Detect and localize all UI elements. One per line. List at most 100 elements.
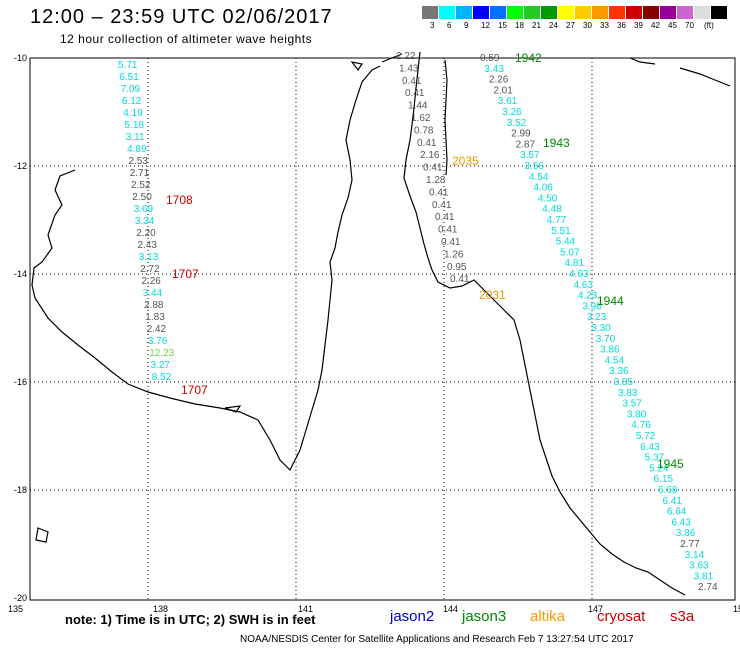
west-track-value: 3.27 <box>151 360 171 371</box>
legend-swatch <box>524 6 541 19</box>
lat-label: -12 <box>14 161 27 171</box>
west-track-value: 12.23 <box>149 348 174 359</box>
lat-label: -18 <box>14 485 27 495</box>
west-track-value: 3.44 <box>143 288 163 299</box>
west-track-value: 8.52 <box>152 372 172 383</box>
legend-swatch <box>592 6 609 19</box>
legend-swatch <box>558 6 575 19</box>
central-track-value: 0.41 <box>450 274 470 285</box>
graticule <box>30 57 735 600</box>
legend-swatch <box>626 6 643 19</box>
lat-label: -16 <box>14 377 27 387</box>
lon-label: 147 <box>588 604 603 614</box>
west-track-value: 2.43 <box>138 240 158 251</box>
east-track-value: 3.61 <box>498 96 518 107</box>
east-track-value: 3.57 <box>622 399 642 410</box>
legend-swatch <box>541 6 558 19</box>
west-track-value: 7.09 <box>121 84 141 95</box>
west-track-value: 2.42 <box>147 324 167 335</box>
west-track-value: 5.18 <box>125 120 145 131</box>
west-track-value: 2.53 <box>128 156 148 167</box>
east-track-value: 3.43 <box>484 64 504 75</box>
time-label: 1945 <box>657 457 684 471</box>
color-legend <box>422 6 728 19</box>
lat-label: -14 <box>14 269 27 279</box>
time-label: 2031 <box>479 288 506 302</box>
east-track-value: 4.48 <box>542 204 562 215</box>
east-track-value: 3.14 <box>685 550 705 561</box>
legend-label: 33 <box>600 21 609 30</box>
west-track-value: 6.51 <box>119 72 139 83</box>
lon-label: 138 <box>153 604 168 614</box>
legend-label: 36 <box>617 21 626 30</box>
west-track-value: 4.19 <box>123 108 143 119</box>
legend-label: 27 <box>566 21 575 30</box>
central-track-value: 0.41 <box>441 237 461 248</box>
west-track-value: 2.26 <box>141 276 161 287</box>
west-track-value: 4.89 <box>127 144 147 155</box>
lon-label: 135 <box>8 604 23 614</box>
legend-label: 42 <box>651 21 660 30</box>
legend-label: 30 <box>583 21 592 30</box>
east-track-value: 5.44 <box>556 237 576 248</box>
east-track-value: 4.76 <box>631 420 651 431</box>
time-label: 1942 <box>515 51 542 65</box>
east-track-value: 3.30 <box>591 323 611 334</box>
east-track-value: 5.37 <box>645 453 665 464</box>
central-track-value: 0.78 <box>414 125 434 136</box>
east-track-value: 2.74 <box>698 582 718 593</box>
east-track-value: 3.86 <box>600 345 620 356</box>
west-track-value: 2.88 <box>144 300 164 311</box>
legend-label: 45 <box>668 21 677 30</box>
time-label: 1708 <box>166 193 193 207</box>
legend-label: 12 <box>481 21 490 30</box>
east-track-value: 5.72 <box>636 431 656 442</box>
central-track-value: 1.28 <box>426 175 446 186</box>
legend-cryosat: cryosat <box>597 608 646 625</box>
lon-label: 141 <box>298 604 313 614</box>
legend-swatch <box>490 6 507 19</box>
central-track-value: 1.44 <box>408 101 428 112</box>
east-track-value: 5.51 <box>551 226 571 237</box>
east-track-value: 5.24 <box>649 463 669 474</box>
east-track-value: 6.68 <box>658 485 678 496</box>
central-track-value: 0.41 <box>405 88 425 99</box>
west-track-value: 2.72 <box>140 264 160 275</box>
legend-jason3: jason3 <box>462 608 507 625</box>
east-track-value: 3.26 <box>502 107 522 118</box>
central-track-value: 1.26 <box>444 249 464 260</box>
east-track-value: 3.83 <box>618 388 638 399</box>
east-track-value: 3.80 <box>627 409 647 420</box>
west-track-value: 3.76 <box>148 336 168 347</box>
legend-altika: altika <box>530 608 566 625</box>
central-track-value: 0.41 <box>429 187 449 198</box>
page-title: 12:00 – 23:59 UTC 02/06/2017 <box>30 6 333 28</box>
east-track-value: 4.54 <box>605 355 625 366</box>
west-track-value: 6.12 <box>122 96 142 107</box>
legend-label: 15 <box>498 21 507 30</box>
west-track-value: 5.71 <box>118 60 138 71</box>
legend-jason2: jason2 <box>390 608 435 625</box>
legend-swatch <box>609 6 626 19</box>
west-track-value: 3.34 <box>135 216 155 227</box>
credit-line: NOAA/NESDIS Center for Satellite Applica… <box>240 634 634 645</box>
central-track-value: 0.41 <box>423 163 443 174</box>
central-track-value: 0.41 <box>435 212 455 223</box>
west-track-value: 3.11 <box>126 132 145 143</box>
east-track-value: 4.50 <box>538 193 558 204</box>
latitude-labels: -10 -12 -14 -16 -18 -20 <box>14 53 27 603</box>
west-track-value: 2.71 <box>130 168 150 179</box>
east-track-value: 3.63 <box>689 561 709 572</box>
legend-swatch <box>507 6 524 19</box>
east-track-value: 3.57 <box>520 150 540 161</box>
central-track-value: 2.22 <box>396 51 416 62</box>
east-track-value: 6.43 <box>671 517 691 528</box>
page-subtitle: 12 hour collection of altimeter wave hei… <box>60 32 313 46</box>
altimeter-tracks: 5.716.517.096.124.195.183.114.892.532.71… <box>118 51 718 593</box>
legend-label: 9 <box>464 21 469 30</box>
legend-swatch <box>677 6 694 19</box>
legend-label: 18 <box>515 21 524 30</box>
east-track-value: 3.23 <box>587 312 607 323</box>
central-track-value: 2.16 <box>420 150 440 161</box>
